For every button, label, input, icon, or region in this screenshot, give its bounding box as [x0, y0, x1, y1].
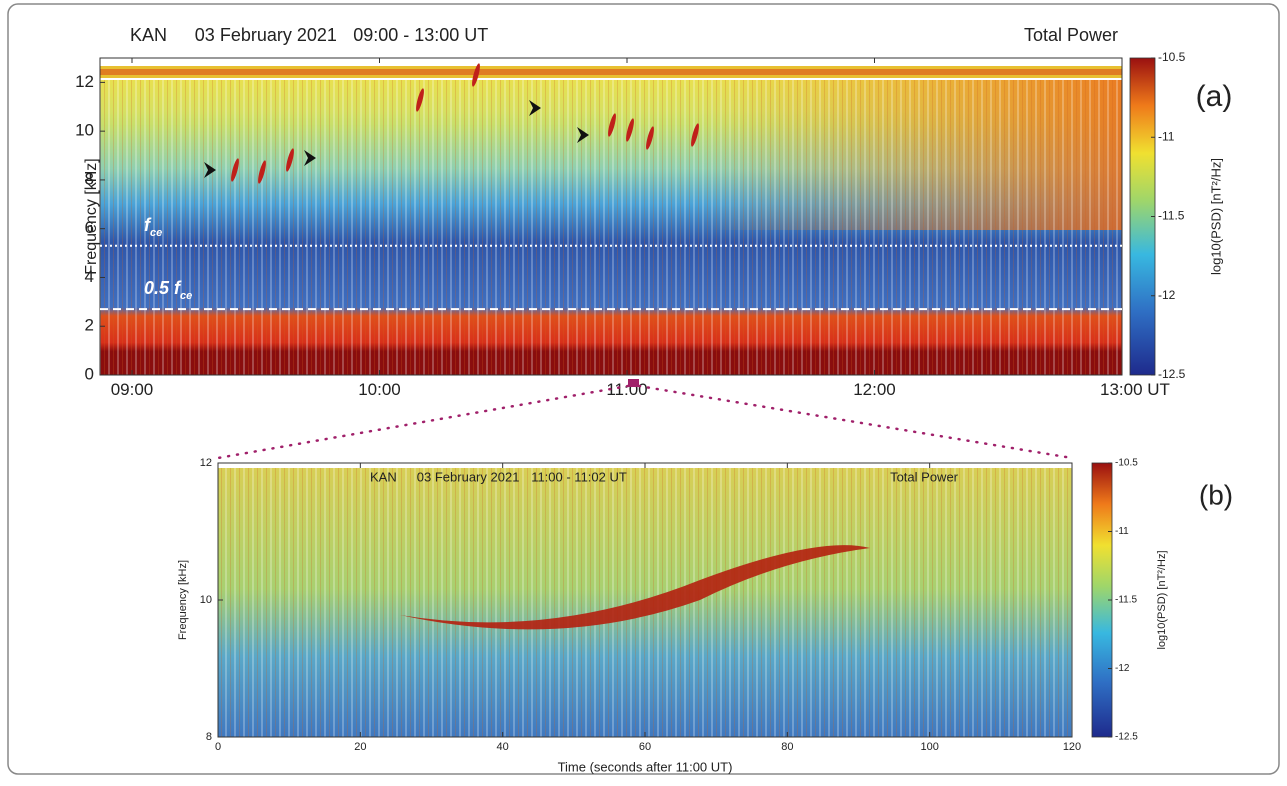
arrow-marker — [204, 162, 216, 178]
panel-label: (b) — [1199, 479, 1233, 510]
x-tick-label: 40 — [497, 741, 509, 753]
x-tick-label: 0 — [215, 741, 221, 753]
y-tick-label: 8 — [206, 731, 212, 743]
y-tick-label: 12 — [200, 457, 212, 469]
figure-border — [7, 3, 1280, 775]
y-axis-label: Frequency [kHz] — [177, 560, 189, 640]
date: 03 February 2021 — [195, 25, 337, 45]
right-title: Total Power — [890, 469, 959, 484]
colorbar-tick-label: -12.5 — [1158, 367, 1186, 381]
x-tick-label: 100 — [920, 741, 938, 753]
x-tick-label: 09:00 — [111, 380, 154, 399]
y-tick-label: 10 — [200, 594, 212, 606]
y-tick-label: 0 — [85, 364, 94, 383]
y-tick-label: 10 — [75, 121, 94, 140]
emission-streak — [646, 126, 654, 150]
colorbar-tick-label: -10.5 — [1115, 458, 1138, 469]
station: KAN — [130, 25, 167, 45]
spectrogram-band — [100, 69, 1122, 75]
x-tick-label: 80 — [781, 741, 793, 753]
x-tick-label: 12:00 — [853, 380, 896, 399]
colorbar-label: log10(PSD) [nT²/Hz] — [1156, 550, 1168, 649]
chorus-element — [400, 545, 870, 630]
arrow-marker — [304, 150, 316, 166]
reference-label: fce — [144, 215, 162, 239]
zoom-connector — [216, 384, 630, 460]
y-tick-label: 8 — [85, 169, 94, 188]
x-tick-label: 60 — [639, 741, 651, 753]
colorbar-tick-label: -12 — [1115, 663, 1130, 674]
emission-streak — [416, 88, 424, 112]
y-tick-label: 4 — [85, 267, 94, 286]
x-axis-label: Time (seconds after 11:00 UT) — [558, 759, 733, 774]
emission-streak — [286, 148, 294, 172]
colorbar-tick-label: -11.5 — [1158, 209, 1185, 223]
time-range: 11:00 - 11:02 UT — [531, 469, 627, 484]
panel-label: (a) — [1196, 80, 1233, 113]
reference-label-main: 0.5 f — [144, 278, 182, 298]
y-tick-label: 12 — [75, 72, 94, 91]
emission-streak — [231, 158, 239, 182]
x-tick-label: 11:00 — [606, 380, 647, 399]
arrow-marker — [529, 100, 541, 116]
station: KAN — [370, 469, 397, 484]
colorbar-tick-label: -12 — [1158, 288, 1176, 302]
emission-streak — [691, 123, 699, 147]
x-tick-label: 20 — [354, 741, 366, 753]
colorbar-label: log10(PSD) [nT²/Hz] — [1208, 158, 1223, 275]
emission-streak — [608, 113, 616, 137]
colorbar-tick-label: -11 — [1115, 526, 1129, 537]
x-tick-label: 13:00 UT — [1100, 380, 1170, 399]
reference-label-main: f — [144, 215, 152, 235]
y-tick-label: 6 — [85, 218, 94, 237]
colorbar — [1129, 57, 1156, 376]
x-tick-label: 120 — [1063, 741, 1081, 753]
emission-streak — [258, 160, 266, 184]
right-title: Total Power — [1024, 25, 1118, 45]
arrow-marker — [577, 127, 589, 143]
reference-label-sub: ce — [150, 227, 162, 239]
time-range: 09:00 - 13:00 UT — [353, 25, 488, 45]
colorbar-tick-label: -11 — [1158, 129, 1175, 143]
x-tick-label: 10:00 — [358, 380, 401, 399]
y-axis-label: Frequency [kHz] — [83, 158, 100, 274]
emission-streak — [626, 118, 634, 142]
plot-frame — [99, 57, 1123, 376]
colorbar-tick-label: -11.5 — [1115, 595, 1137, 606]
reference-label-sub: ce — [180, 290, 192, 302]
emission-streak — [472, 63, 480, 87]
y-tick-label: 2 — [85, 316, 94, 335]
colorbar-tick-label: -10.5 — [1158, 50, 1186, 64]
zoom-connector — [637, 384, 1074, 460]
zoom-marker — [628, 379, 639, 387]
colorbar-tick-label: -12.5 — [1115, 732, 1138, 743]
date: 03 February 2021 — [417, 469, 520, 484]
reference-label: 0.5 fce — [144, 278, 192, 302]
